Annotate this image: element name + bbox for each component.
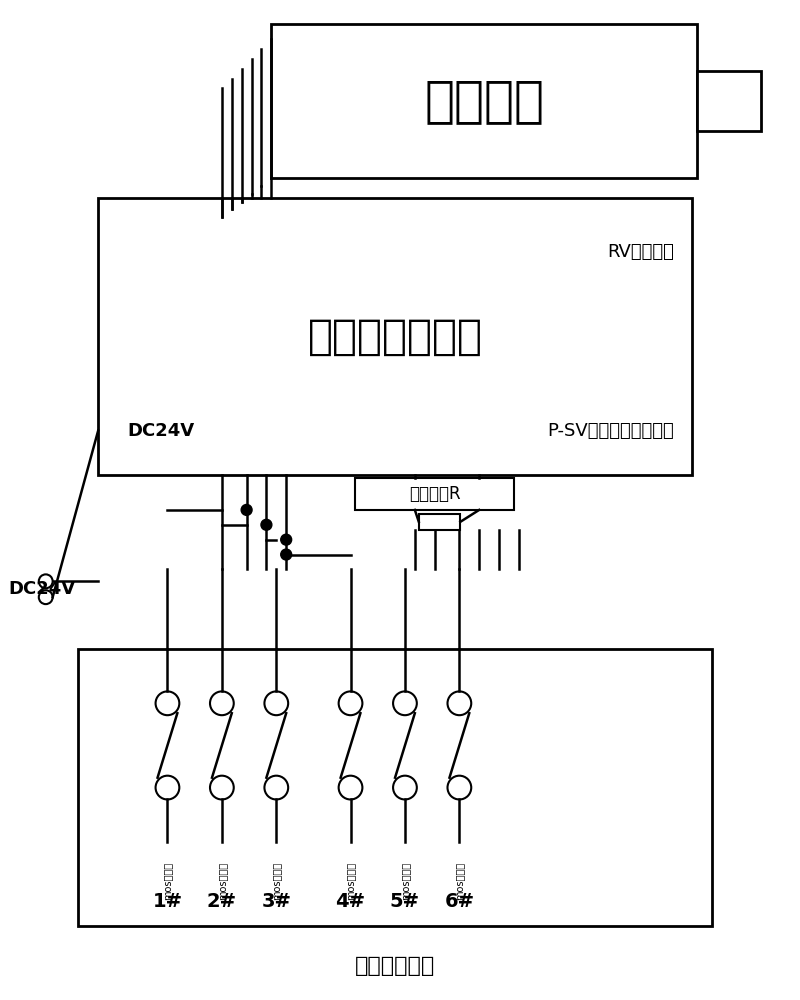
Bar [419,514,460,530]
Text: 无刷电机驱动板: 无刷电机驱动板 [307,315,482,357]
Text: 3#: 3# [262,892,291,911]
Text: DC24V: DC24V [8,580,75,598]
Text: mos开关集: mos开关集 [454,862,464,900]
Text: mos开关集: mos开关集 [346,862,355,900]
Text: 5#: 5# [390,892,420,911]
Text: 增流电阵R: 增流电阵R [409,485,461,503]
Text: RV调速开关: RV调速开关 [607,243,674,261]
Bar [98,198,692,475]
Text: 2#: 2# [207,892,237,911]
Bar [355,478,514,510]
Text: 6#: 6# [444,892,474,911]
Text: 4#: 4# [335,892,366,911]
Text: mos开关集: mos开关集 [217,862,227,900]
Text: DC24V: DC24V [128,422,195,440]
Text: P-SV过载电流调节开关: P-SV过载电流调节开关 [547,422,674,440]
Text: 无刷电机: 无刷电机 [424,77,544,125]
Text: mos开关集: mos开关集 [162,862,173,900]
Text: mos开关集: mos开关集 [271,862,282,900]
Text: 1#: 1# [152,892,182,911]
Text: 定时控制系统: 定时控制系统 [355,956,435,976]
Circle shape [241,504,252,515]
Bar [697,71,761,131]
Bar [271,24,697,178]
Text: mos开关集: mos开关集 [400,862,410,900]
Bar [78,649,712,926]
Circle shape [281,534,292,545]
Circle shape [281,549,292,560]
Circle shape [261,519,272,530]
